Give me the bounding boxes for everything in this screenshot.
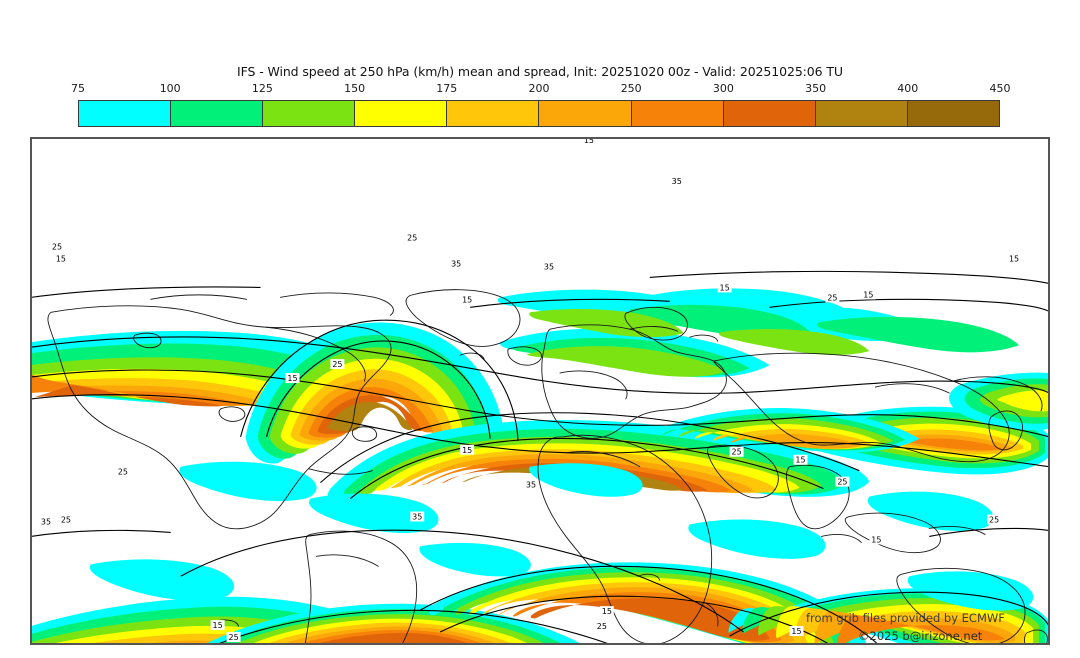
colorbar-tick-label: 200 [528, 82, 550, 95]
contour-label: 35 [669, 175, 684, 186]
page-title: IFS - Wind speed at 250 hPa (km/h) mean … [237, 64, 843, 79]
svg-text:15: 15 [287, 374, 297, 383]
colorbar-tick-labels: 75 100 125 150 175 200 250 300 350 400 450 [71, 82, 1011, 98]
colorbar-cell [447, 101, 540, 126]
contour-label: 35 [524, 479, 539, 490]
contour-label: 35 [541, 261, 556, 271]
colorbar: 75 100 125 150 175 200 250 300 350 400 450 [71, 82, 1011, 127]
contour-label: 25 [594, 621, 609, 631]
contour-label: 15 [210, 620, 225, 630]
svg-text:35: 35 [526, 481, 536, 490]
colorbar-cell [907, 101, 999, 126]
colorbar-cell [79, 101, 172, 126]
svg-text:25: 25 [827, 293, 837, 302]
svg-text:15: 15 [462, 295, 472, 304]
svg-text:25: 25 [837, 478, 847, 487]
contour-label: 15 [861, 289, 876, 299]
contour-label: 35 [449, 258, 464, 268]
svg-text:15: 15 [462, 446, 472, 455]
svg-text:25: 25 [989, 515, 999, 524]
contour-label-layer: 25 15 25 35 35 35 15 15 25 15 25 15 15 1… [38, 138, 1022, 642]
contour-label: 25 [226, 632, 241, 642]
contour-label: 15 [793, 454, 808, 465]
contour-label: 15 [460, 294, 475, 304]
scattered-patches [89, 461, 1034, 611]
contour-label: 25 [825, 292, 840, 302]
colorbar-tick-label: 400 [897, 82, 919, 95]
svg-text:25: 25 [732, 448, 742, 457]
svg-text:25: 25 [52, 243, 62, 252]
contour-label: 25 [115, 466, 130, 477]
colorbar-tick-label: 250 [620, 82, 642, 95]
south-atlantic-jet [205, 603, 582, 644]
contour-label: 15 [460, 444, 475, 455]
svg-text:25: 25 [118, 468, 128, 477]
svg-text:15: 15 [871, 535, 881, 544]
svg-text:15: 15 [863, 290, 873, 299]
contour-label: 25 [405, 232, 420, 243]
colorbar-cells [78, 100, 1000, 127]
svg-text:15: 15 [56, 255, 66, 264]
contour-label: 15 [581, 138, 596, 145]
svg-text:25: 25 [332, 360, 342, 369]
contour-label: 15 [285, 373, 300, 383]
svg-text:25: 25 [597, 622, 607, 631]
colorbar-cell [539, 101, 632, 126]
contour-label: 15 [789, 626, 804, 636]
svg-text:35: 35 [451, 259, 461, 268]
colorbar-tick-label: 75 [71, 82, 85, 95]
colorbar-cell [723, 101, 816, 126]
svg-text:15: 15 [584, 138, 594, 145]
contour-label: 25 [49, 241, 64, 252]
contour-label: 25 [330, 359, 345, 369]
contour-label: 25 [58, 514, 73, 524]
europe-inflow-jet [499, 328, 770, 378]
svg-text:35: 35 [672, 177, 682, 186]
colorbar-tick-label: 125 [251, 82, 273, 95]
contour-label: 25 [729, 446, 744, 457]
svg-text:25: 25 [61, 515, 71, 524]
contour-label: 15 [1007, 253, 1022, 264]
colorbar-cell [631, 101, 724, 126]
svg-text:35: 35 [412, 512, 422, 521]
contour-label: 25 [835, 476, 850, 487]
north-pacific-jet-east [949, 372, 1049, 431]
colorbar-cell [263, 101, 356, 126]
svg-text:15: 15 [602, 607, 612, 616]
contour-label: 15 [599, 606, 614, 616]
contour-label: 35 [410, 511, 425, 521]
colorbar-tick-label: 100 [159, 82, 181, 95]
colorbar-tick-label: 175 [436, 82, 458, 95]
windspeed-fill-layer [31, 288, 1049, 644]
colorbar-cell [355, 101, 448, 126]
svg-text:15: 15 [791, 627, 801, 636]
svg-text:25: 25 [407, 234, 417, 243]
map-canvas[interactable]: 25 15 25 35 35 35 15 15 25 15 25 15 15 1… [30, 137, 1050, 645]
colorbar-tick-label: 350 [805, 82, 827, 95]
svg-text:15: 15 [1009, 255, 1019, 264]
north-atlantic-jet [245, 322, 505, 464]
contour-label: 15 [717, 282, 732, 292]
colorbar-cell [815, 101, 908, 126]
svg-text:15: 15 [795, 456, 805, 465]
svg-text:25: 25 [229, 633, 239, 642]
colorbar-tick-label: 150 [344, 82, 366, 95]
svg-text:35: 35 [41, 517, 51, 526]
svg-text:15: 15 [720, 283, 730, 292]
colorbar-tick-label: 300 [712, 82, 734, 95]
colorbar-cell [171, 101, 264, 126]
polar-cyan-patches [497, 288, 1020, 356]
contour-label: 15 [869, 534, 884, 544]
contour-label: 15 [53, 253, 68, 264]
svg-text:35: 35 [544, 262, 554, 271]
svg-text:15: 15 [213, 621, 223, 630]
coastline-layer [47, 289, 1048, 644]
colorbar-tick-label: 450 [989, 82, 1011, 95]
map-graphic: 25 15 25 35 35 35 15 15 25 15 25 15 15 1… [31, 138, 1049, 644]
spread-contour-layer [31, 270, 1049, 644]
contour-label: 25 [987, 514, 1002, 524]
contour-label: 35 [38, 516, 53, 526]
